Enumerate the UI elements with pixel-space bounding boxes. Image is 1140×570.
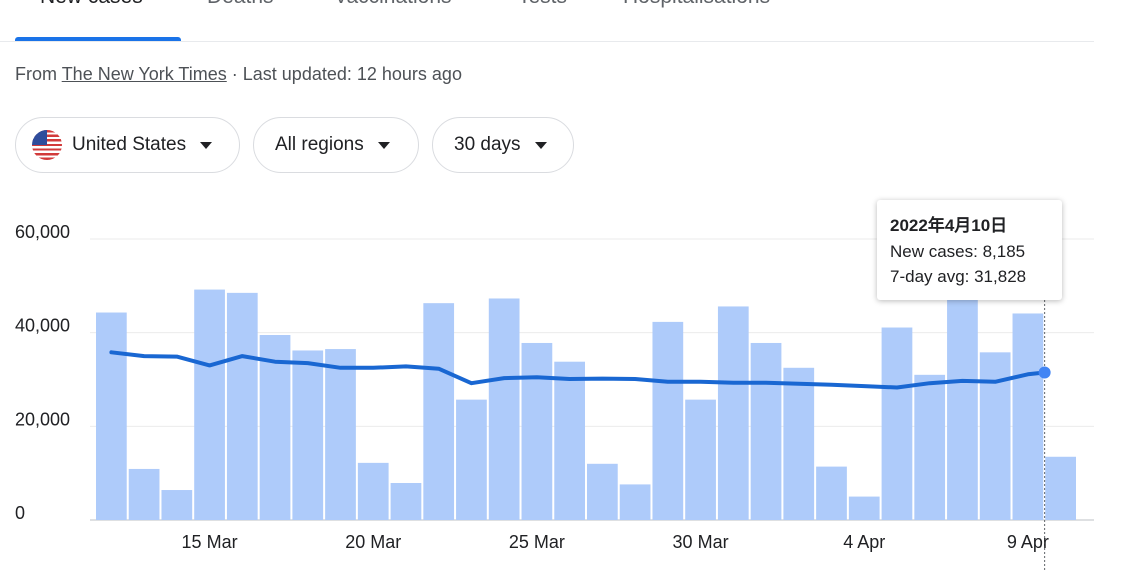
seven-day-avg-line: [109, 350, 1047, 390]
source-prefix: From: [15, 64, 57, 84]
bar: [1012, 313, 1044, 520]
bar: [652, 321, 684, 520]
period-label: 30 days: [454, 134, 521, 155]
bar: [226, 292, 258, 520]
metric-tabs: New cases Deaths Vaccinations Tests Hosp…: [0, 0, 1094, 42]
tooltip-7day-avg: 7-day avg: 31,828: [890, 267, 1027, 286]
bar: [619, 484, 651, 520]
bar: [96, 312, 127, 520]
last-updated: · Last updated: 12 hours ago: [231, 64, 462, 84]
bar: [423, 303, 455, 520]
period-dropdown[interactable]: 30 days: [432, 117, 574, 173]
bar: [521, 342, 553, 520]
bar: [587, 463, 618, 520]
bar: [881, 327, 913, 520]
y-tick-label: 0: [15, 503, 25, 523]
bar: [685, 399, 716, 520]
bar: [816, 466, 847, 520]
tooltip-new-cases: New cases: 8,185: [890, 242, 1026, 261]
tab-tests[interactable]: Tests: [518, 0, 567, 9]
chevron-down-icon: [200, 141, 213, 149]
bar: [194, 289, 225, 520]
bar: [783, 367, 815, 520]
source-line: From The New York Times · Last updated: …: [15, 64, 462, 85]
bar: [390, 483, 422, 520]
tooltip-date: 2022年4月10日: [890, 216, 1008, 235]
x-tick-label: 25 Mar: [509, 532, 565, 552]
country-label: United States: [72, 134, 187, 155]
x-tick-label: 20 Mar: [345, 532, 401, 552]
bar: [848, 496, 880, 520]
x-tick-label: 30 Mar: [673, 532, 729, 552]
tab-deaths[interactable]: Deaths: [207, 0, 274, 9]
bar: [914, 374, 946, 520]
bar: [325, 349, 356, 520]
tab-vaccinations[interactable]: Vaccinations: [334, 0, 452, 9]
y-tick-label: 40,000: [15, 316, 70, 336]
source-link[interactable]: The New York Times: [61, 64, 227, 84]
y-tick-label: 20,000: [15, 409, 70, 429]
tab-hospitalisations[interactable]: Hospitalisations: [623, 0, 770, 9]
bar: [947, 292, 978, 520]
bar: [750, 342, 782, 520]
x-tick-label: 9 Apr: [1007, 532, 1049, 552]
x-tick-label: 15 Mar: [182, 532, 238, 552]
bar: [259, 335, 291, 520]
us-flag-icon: [32, 130, 62, 160]
chevron-down-icon: [534, 141, 547, 149]
bar: [128, 468, 160, 520]
country-dropdown[interactable]: United States: [15, 117, 240, 173]
bar: [357, 462, 389, 520]
bar: [488, 298, 520, 520]
bar: [161, 490, 193, 520]
region-label: All regions: [275, 134, 364, 155]
x-tick-label: 4 Apr: [843, 532, 885, 552]
chart-tooltip: 2022年4月10日 New cases: 8,185 7-day avg: 3…: [877, 200, 1062, 300]
tab-new-cases[interactable]: New cases: [40, 0, 143, 9]
bar: [456, 399, 487, 520]
bar: [554, 361, 585, 520]
bar: [717, 306, 749, 520]
region-dropdown[interactable]: All regions: [253, 117, 419, 173]
bar: [292, 350, 324, 520]
chevron-down-icon: [377, 141, 390, 149]
active-tab-indicator: [15, 37, 181, 41]
highlight-point: [1038, 366, 1051, 379]
y-tick-label: 60,000: [15, 222, 70, 242]
bar: [1045, 456, 1076, 520]
